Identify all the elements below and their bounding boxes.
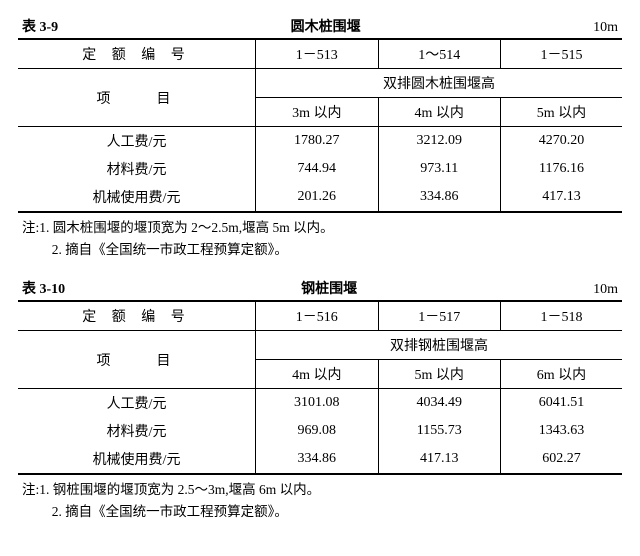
cell: 744.94 [256, 155, 378, 183]
code-2: 1～514 [378, 39, 500, 69]
cell: 1780.27 [256, 127, 378, 156]
table-1: 定 额 编 号 1－513 1～514 1－515 项 目 双排圆木桩围堰高 3… [18, 38, 622, 213]
row-label: 材料费/元 [18, 155, 256, 183]
cell: 973.11 [378, 155, 500, 183]
note-line: 注:1. 圆木桩围堰的堰顶宽为 2～2.5m,堰高 5m 以内。 [22, 217, 618, 239]
table-2-title: 钢桩围堰 [65, 278, 593, 298]
cell: 334.86 [378, 183, 500, 212]
code-1: 1－513 [256, 39, 378, 69]
cell: 969.08 [256, 417, 378, 445]
table-1-number: 表 3-9 [22, 16, 58, 36]
cell: 1176.16 [500, 155, 622, 183]
cell: 1343.63 [500, 417, 622, 445]
cell: 334.86 [256, 445, 378, 474]
col-2: 4m 以内 [378, 98, 500, 127]
table-1-unit: 10m [593, 20, 618, 36]
table-block-1: 表 3-9 圆木桩围堰 10m 定 额 编 号 1－513 1～514 1－51… [18, 16, 622, 260]
group-label: 双排圆木桩围堰高 [256, 69, 622, 98]
table-1-caption: 表 3-9 圆木桩围堰 10m [22, 16, 618, 36]
col-1: 4m 以内 [256, 360, 378, 389]
code-3: 1－515 [500, 39, 622, 69]
cell: 3101.08 [256, 389, 378, 418]
table-row: 机械使用费/元 334.86 417.13 602.27 [18, 445, 622, 474]
col-3: 6m 以内 [500, 360, 622, 389]
table-block-2: 表 3-10 钢桩围堰 10m 定 额 编 号 1－516 1－517 1－51… [18, 278, 622, 522]
row-label: 人工费/元 [18, 127, 256, 156]
table-1-notes: 注:1. 圆木桩围堰的堰顶宽为 2～2.5m,堰高 5m 以内。 2. 摘自《全… [22, 217, 618, 260]
table-row: 材料费/元 969.08 1155.73 1343.63 [18, 417, 622, 445]
note-line: 2. 摘自《全国统一市政工程预算定额》。 [22, 501, 618, 523]
row-label: 材料费/元 [18, 417, 256, 445]
table-row: 机械使用费/元 201.26 334.86 417.13 [18, 183, 622, 212]
code-3: 1－518 [500, 301, 622, 331]
item-label: 项 目 [18, 331, 256, 389]
item-label: 项 目 [18, 69, 256, 127]
code-2: 1－517 [378, 301, 500, 331]
cell: 4034.49 [378, 389, 500, 418]
col-1: 3m 以内 [256, 98, 378, 127]
row-label: 机械使用费/元 [18, 445, 256, 474]
cell: 1155.73 [378, 417, 500, 445]
code-1: 1－516 [256, 301, 378, 331]
table-row: 人工费/元 1780.27 3212.09 4270.20 [18, 127, 622, 156]
cell: 4270.20 [500, 127, 622, 156]
table-row: 材料费/元 744.94 973.11 1176.16 [18, 155, 622, 183]
table-row: 人工费/元 3101.08 4034.49 6041.51 [18, 389, 622, 418]
cell: 417.13 [378, 445, 500, 474]
table-2-notes: 注:1. 钢桩围堰的堰顶宽为 2.5～3m,堰高 6m 以内。 2. 摘自《全国… [22, 479, 618, 522]
note-line: 注:1. 钢桩围堰的堰顶宽为 2.5～3m,堰高 6m 以内。 [22, 479, 618, 501]
code-label: 定 额 编 号 [18, 301, 256, 331]
cell: 602.27 [500, 445, 622, 474]
table-2: 定 额 编 号 1－516 1－517 1－518 项 目 双排钢桩围堰高 4m… [18, 300, 622, 475]
col-2: 5m 以内 [378, 360, 500, 389]
row-label: 人工费/元 [18, 389, 256, 418]
table-1-title: 圆木桩围堰 [58, 16, 593, 36]
table-2-number: 表 3-10 [22, 278, 65, 298]
cell: 3212.09 [378, 127, 500, 156]
table-2-caption: 表 3-10 钢桩围堰 10m [22, 278, 618, 298]
code-label: 定 额 编 号 [18, 39, 256, 69]
cell: 417.13 [500, 183, 622, 212]
group-label: 双排钢桩围堰高 [256, 331, 622, 360]
row-label: 机械使用费/元 [18, 183, 256, 212]
table-2-unit: 10m [593, 282, 618, 298]
cell: 201.26 [256, 183, 378, 212]
note-line: 2. 摘自《全国统一市政工程预算定额》。 [22, 239, 618, 261]
cell: 6041.51 [500, 389, 622, 418]
col-3: 5m 以内 [500, 98, 622, 127]
